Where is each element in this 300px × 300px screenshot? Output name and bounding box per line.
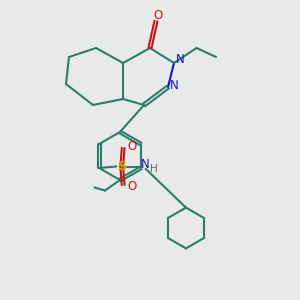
Text: N: N [176, 53, 185, 66]
Text: N: N [170, 79, 179, 92]
Text: S: S [117, 160, 126, 173]
Text: H: H [150, 164, 158, 174]
Text: N: N [141, 158, 150, 171]
Text: O: O [127, 180, 136, 193]
Text: O: O [127, 140, 136, 153]
Text: O: O [153, 9, 162, 22]
